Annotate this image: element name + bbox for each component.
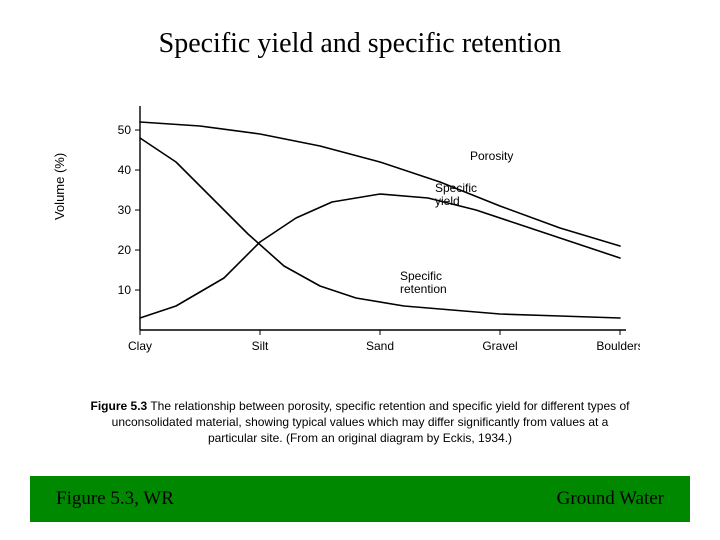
slide: Specific yield and specific retention Vo…	[0, 0, 720, 540]
svg-text:Silt: Silt	[252, 339, 269, 353]
slide-title: Specific yield and specific retention	[0, 28, 720, 60]
svg-text:20: 20	[118, 243, 132, 257]
footer-right: Ground Water	[557, 488, 664, 510]
svg-text:retention: retention	[400, 282, 447, 296]
svg-text:Porosity: Porosity	[470, 149, 513, 163]
svg-text:30: 30	[118, 203, 132, 217]
y-axis-label: Volume (%)	[52, 153, 67, 220]
chart: 10 20 30 40 50 Clay Silt Sand Gravel Boulders Poro…	[80, 100, 640, 390]
svg-text:40: 40	[118, 163, 132, 177]
caption-body: The relationship between porosity, speci…	[112, 399, 630, 445]
svg-text:Sand: Sand	[366, 339, 394, 353]
footer-bar: Figure 5.3, WR Ground Water	[30, 476, 690, 522]
figure-caption: Figure 5.3 The relationship between poro…	[90, 398, 630, 447]
svg-text:50: 50	[118, 123, 132, 137]
svg-text:Specific: Specific	[435, 181, 477, 195]
caption-lead: Figure 5.3	[91, 399, 148, 413]
svg-text:Gravel: Gravel	[482, 339, 517, 353]
svg-text:Boulders: Boulders	[596, 339, 640, 353]
svg-text:Specific: Specific	[400, 269, 442, 283]
footer-left: Figure 5.3, WR	[56, 488, 174, 510]
chart-svg: 10 20 30 40 50 Clay Silt Sand Gravel Boulders Poro…	[80, 100, 640, 390]
svg-text:10: 10	[118, 283, 132, 297]
svg-text:Clay: Clay	[128, 339, 152, 353]
svg-text:yield: yield	[435, 194, 460, 208]
